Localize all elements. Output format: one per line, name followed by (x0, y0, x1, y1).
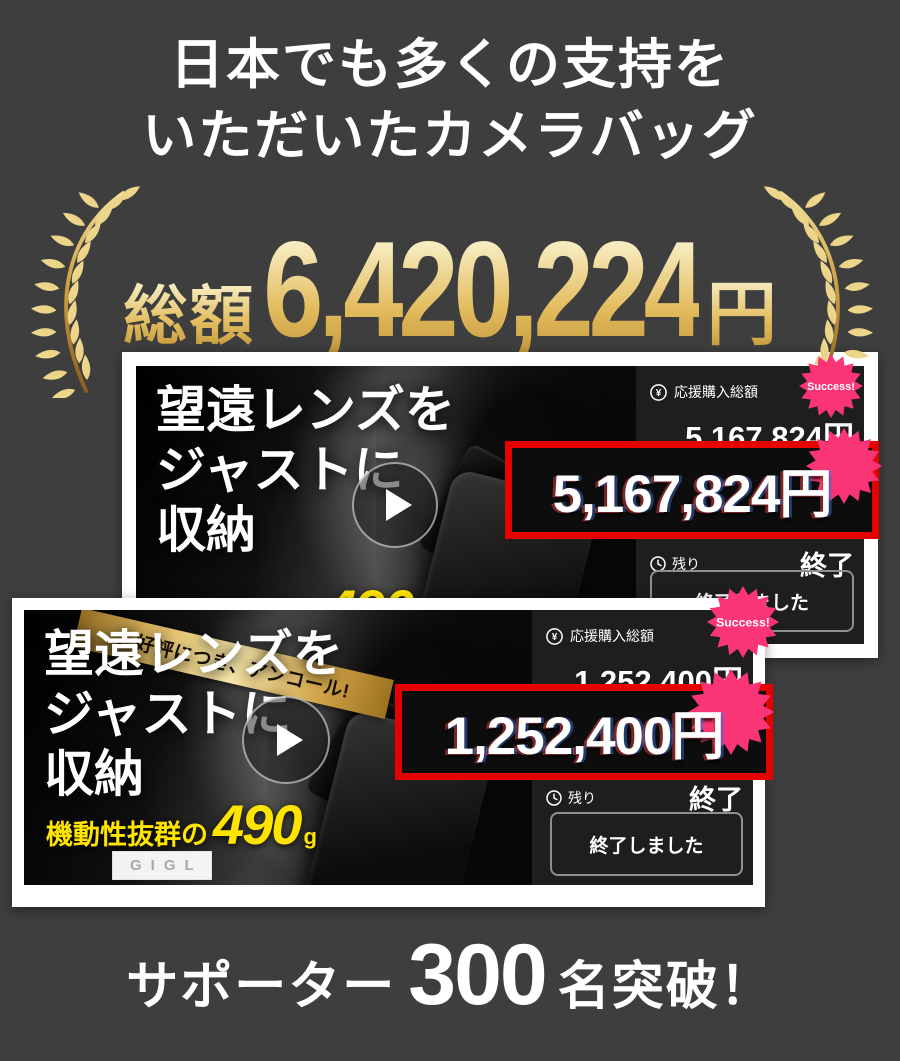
supporters-suffix: 名突破！ (557, 958, 774, 1016)
highlighted-amount: 1,252,400円 (444, 707, 725, 766)
weight-callout: 機動性抜群の 490 g (46, 793, 317, 856)
remaining-row: 残り 終了 (650, 544, 854, 583)
success-badge-1: Success! (799, 354, 863, 418)
yen-circle-icon: ¥ (546, 627, 563, 645)
svg-text:¥: ¥ (656, 388, 662, 399)
play-icon (277, 724, 303, 756)
success-badge-2: Success! (707, 586, 779, 658)
svg-text:Success!: Success! (807, 381, 855, 393)
headline: 日本でも多くの支持を いただいたカメラバッグ (0, 30, 900, 173)
video-play-button[interactable] (242, 696, 330, 784)
headline-line2: いただいたカメラバッグ (142, 106, 758, 167)
highlighted-amount: 5,167,824円 (552, 465, 833, 524)
svg-text:¥: ¥ (552, 632, 558, 643)
yen-circle-icon: ¥ (650, 383, 667, 401)
total-prefix: 総額 (123, 265, 255, 357)
total-amount-banner: 総額 6,420,224 円 (0, 186, 900, 401)
remaining-value: 終了 (800, 551, 854, 581)
thumbnail-title: 望遠レンズを ジャストに 収納 (156, 382, 455, 558)
supporters-line: サポーター 300 名突破！ (0, 926, 900, 1025)
clock-icon (546, 789, 562, 806)
total-amount: 総額 6,420,224 円 (0, 213, 900, 365)
ended-button[interactable]: 終了しました (550, 812, 743, 876)
remaining-value: 終了 (689, 785, 743, 815)
highlighted-amount-box-1: 5,167,824円 (505, 428, 882, 539)
thumbnail-title: 望遠レンズを ジャストに 収納 (44, 626, 343, 802)
campaign-card-2: ご好評につき、アンコール! 望遠レンズを ジャストに 収納 機動性抜群の 490… (12, 598, 765, 907)
supporters-count: 300 (408, 927, 547, 1023)
remaining-row: 残り 終了 (546, 778, 743, 817)
total-amount-value: 6,420,224 (263, 210, 703, 367)
brand-logo: GIGL (112, 851, 212, 880)
support-total-label: ¥ 応援購入総額 (532, 610, 753, 646)
play-icon (386, 489, 412, 521)
remaining-label: 残り (546, 788, 596, 808)
highlighted-amount-box-2: 1,252,400円 (395, 669, 774, 780)
laurel-right-icon (756, 186, 874, 364)
support-total-label: ¥ 応援購入総額 (636, 366, 864, 402)
svg-text:Success!: Success! (716, 615, 770, 629)
headline-line1: 日本でも多くの支持を (170, 35, 730, 95)
total-unit: 円 (707, 258, 777, 359)
supporters-prefix: サポーター (126, 958, 397, 1016)
video-play-button[interactable] (352, 462, 438, 548)
